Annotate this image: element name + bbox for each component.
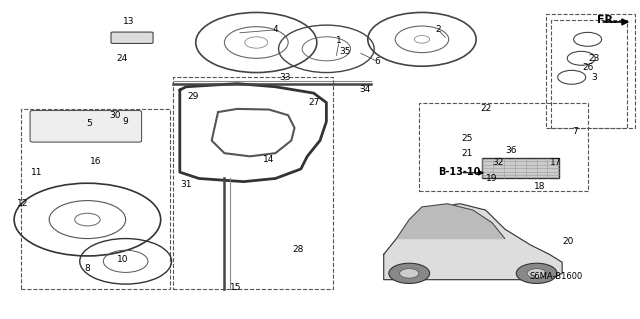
Text: 4: 4 — [273, 25, 278, 34]
Text: 16: 16 — [90, 157, 102, 166]
Text: 30: 30 — [109, 111, 120, 120]
Polygon shape — [396, 204, 505, 239]
Text: 17: 17 — [550, 158, 561, 167]
Text: FR.: FR. — [596, 15, 617, 26]
Text: 7: 7 — [572, 127, 578, 136]
Text: 29: 29 — [187, 92, 198, 101]
Text: 26: 26 — [582, 63, 593, 72]
FancyBboxPatch shape — [30, 110, 141, 142]
Text: 33: 33 — [279, 73, 291, 82]
Text: 15: 15 — [230, 283, 242, 292]
FancyBboxPatch shape — [483, 158, 559, 178]
Text: 5: 5 — [86, 119, 92, 128]
Text: 20: 20 — [563, 237, 574, 246]
Polygon shape — [384, 204, 562, 280]
Text: 10: 10 — [116, 255, 128, 263]
Text: 22: 22 — [480, 104, 492, 113]
Text: 2: 2 — [435, 25, 441, 34]
Text: S6MA-B1600: S6MA-B1600 — [529, 272, 582, 281]
Text: 14: 14 — [263, 155, 275, 164]
Text: 23: 23 — [588, 54, 600, 63]
Text: 8: 8 — [84, 264, 90, 273]
Text: 19: 19 — [486, 174, 498, 183]
Text: 9: 9 — [123, 117, 129, 126]
Text: 3: 3 — [591, 73, 597, 82]
Text: 6: 6 — [374, 57, 380, 66]
Text: 24: 24 — [117, 54, 128, 63]
Text: 12: 12 — [17, 199, 28, 208]
Text: 18: 18 — [534, 182, 545, 191]
Text: 25: 25 — [461, 134, 472, 144]
Text: 1: 1 — [336, 36, 342, 45]
Text: 28: 28 — [292, 245, 303, 254]
Circle shape — [399, 269, 419, 278]
Circle shape — [516, 263, 557, 284]
Circle shape — [527, 269, 546, 278]
Text: 32: 32 — [493, 158, 504, 167]
Circle shape — [389, 263, 429, 284]
Text: 35: 35 — [340, 48, 351, 56]
Text: 36: 36 — [506, 145, 517, 154]
Text: 27: 27 — [308, 98, 319, 107]
Text: 34: 34 — [359, 85, 371, 94]
FancyBboxPatch shape — [111, 32, 153, 43]
Text: 11: 11 — [31, 168, 42, 177]
Text: 21: 21 — [461, 149, 472, 158]
Text: B-13-10: B-13-10 — [438, 167, 480, 177]
Text: 31: 31 — [180, 180, 192, 189]
Text: 13: 13 — [123, 18, 134, 26]
